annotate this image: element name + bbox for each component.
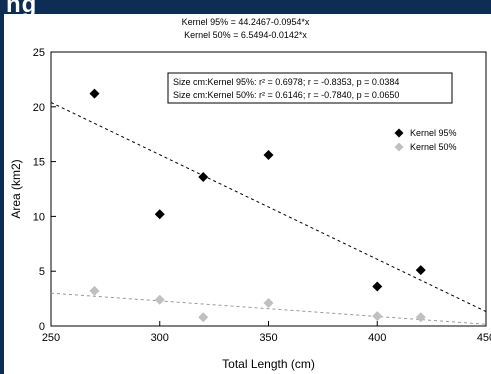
- data-point-50: [154, 294, 165, 305]
- x-axis-title: Total Length (cm): [222, 357, 315, 371]
- legend-label: Kernel 50%: [410, 142, 457, 152]
- x-tick-label: 400: [368, 332, 386, 344]
- data-point-95: [415, 265, 426, 276]
- y-tick-label: 0: [39, 321, 45, 333]
- stats-line-50: Size cm:Kernel 50%: r² = 0.6146; r = -0.…: [173, 90, 399, 100]
- stats-line-95: Size cm:Kernel 95%: r² = 0.6978; r = -0.…: [173, 77, 399, 87]
- x-tick-label: 250: [42, 332, 60, 344]
- y-tick-label: 20: [33, 102, 45, 114]
- x-tick-label: 450: [477, 332, 491, 344]
- data-point-50: [372, 311, 383, 322]
- y-tick-label: 10: [33, 211, 45, 223]
- slide-frame-top: ng: [0, 0, 491, 14]
- data-point-95: [263, 150, 274, 161]
- data-point-95: [89, 88, 100, 99]
- legend-marker: [394, 128, 404, 138]
- stats-box-border: [167, 72, 453, 104]
- data-point-95: [198, 171, 209, 182]
- fit-lines: [50, 102, 487, 325]
- y-tick-label: 15: [33, 157, 45, 169]
- legend: Kernel 95% Kernel 50%: [394, 128, 457, 152]
- data-point-50: [89, 285, 100, 296]
- x-tick-label: 300: [151, 332, 169, 344]
- regression-equation-50: Kernel 50% = 6.5494-0.0142*x: [184, 30, 307, 40]
- y-axis: 0 5 10 15 20 25: [33, 47, 56, 333]
- slide-title-fragment: ng: [6, 0, 38, 14]
- x-tick-label: 350: [259, 332, 277, 344]
- data-points: [89, 88, 426, 323]
- stats-box: Size cm:Kernel 95%: r² = 0.6978; r = -0.…: [167, 72, 453, 104]
- fit-line-50: [50, 292, 487, 325]
- x-axis: 250 300 350 400 450: [42, 321, 491, 344]
- legend-label: Kernel 95%: [410, 128, 457, 138]
- y-tick-label: 5: [39, 266, 45, 278]
- data-point-50: [263, 297, 274, 308]
- data-point-95: [372, 281, 383, 292]
- fit-line-95: [50, 102, 487, 313]
- data-point-95: [154, 209, 165, 220]
- y-tick-label: 25: [33, 47, 45, 59]
- regression-equation-95: Kernel 95% = 44.2467-0.0954*x: [181, 17, 310, 27]
- legend-marker: [394, 142, 404, 152]
- data-point-50: [415, 312, 426, 323]
- slide-frame-left: [0, 0, 4, 374]
- data-point-50: [198, 312, 209, 323]
- y-axis-title: Area (km2): [9, 159, 23, 218]
